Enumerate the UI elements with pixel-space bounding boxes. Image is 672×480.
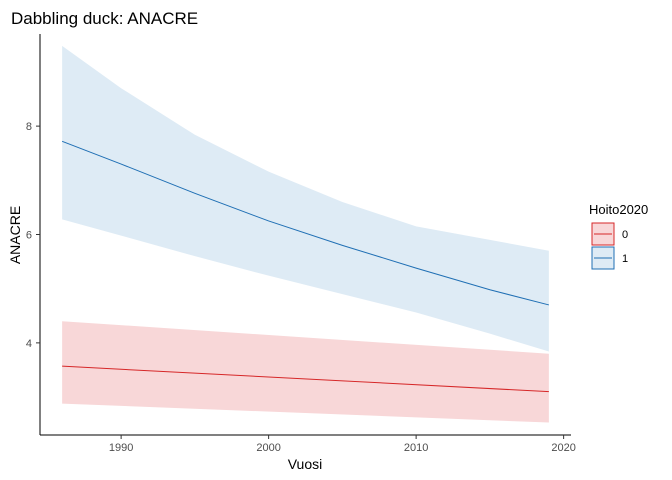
legend-label-0: 0 xyxy=(622,229,628,241)
x-tick-label: 2000 xyxy=(256,442,280,454)
legend-item-0: 0 xyxy=(591,222,628,246)
x-axis-title: Vuosi xyxy=(288,456,323,472)
x-tick-label: 2020 xyxy=(551,442,575,454)
x-axis-ticks: 1990 2000 2010 2020 xyxy=(109,435,576,454)
y-tick-label: 6 xyxy=(26,230,32,242)
confidence-band-series-0 xyxy=(62,321,549,423)
confidence-band-series-1 xyxy=(62,45,549,352)
legend: Hoito2020 01 xyxy=(589,202,648,270)
legend-title: Hoito2020 xyxy=(589,202,648,217)
y-tick-label: 8 xyxy=(26,121,32,133)
y-axis-ticks: 4 6 8 xyxy=(26,121,40,350)
y-tick-label: 4 xyxy=(26,338,32,350)
confidence-bands xyxy=(62,45,549,423)
series-lines xyxy=(61,140,549,393)
chart-title: Dabbling duck: ANACRE xyxy=(11,9,198,28)
x-tick-label: 1990 xyxy=(109,442,133,454)
legend-item-1: 1 xyxy=(591,246,628,270)
y-axis-title: ANACRE xyxy=(7,206,23,264)
legend-items: 01 xyxy=(591,222,628,270)
plot-area xyxy=(61,45,549,423)
legend-label-1: 1 xyxy=(622,253,628,265)
x-tick-label: 2010 xyxy=(404,442,428,454)
series-line-1 xyxy=(61,140,549,306)
series-line-0 xyxy=(62,365,549,393)
